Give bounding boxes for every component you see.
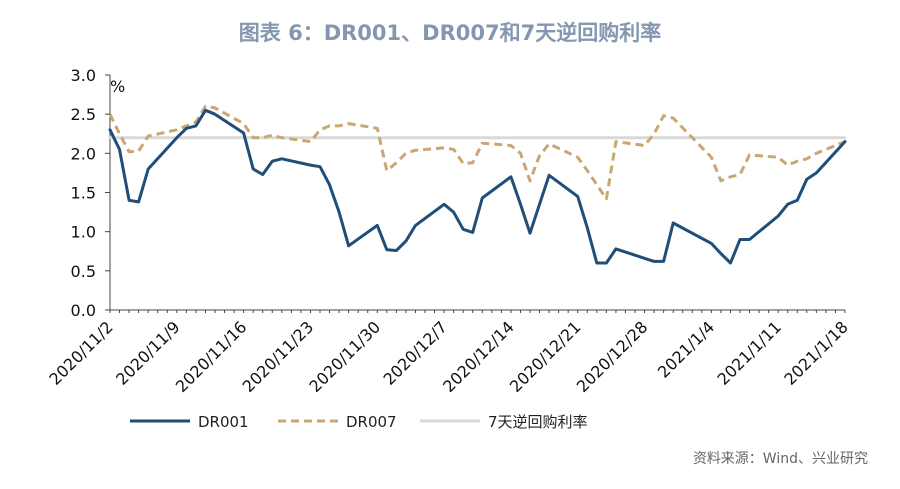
series-line-dr007 <box>108 104 846 201</box>
x-tick-label: 2021/1/11 <box>714 317 785 388</box>
legend-label: DR001 <box>198 413 249 431</box>
x-tick-label: 2020/11/9 <box>112 317 183 388</box>
x-tick-label: 2020/12/14 <box>439 317 518 396</box>
x-tick-label: 2021/1/18 <box>780 317 851 388</box>
legend-label: DR007 <box>346 413 397 431</box>
x-tick-label: 2020/11/2 <box>45 317 116 388</box>
y-tick-label: 0.5 <box>71 262 96 281</box>
y-tick-label: 0.0 <box>71 301 96 320</box>
legend-label: 7天逆回购利率 <box>488 413 588 431</box>
y-tick-label: 1.0 <box>71 223 96 242</box>
x-tick-label: 2020/12/28 <box>573 317 652 396</box>
x-tick-label: 2021/1/4 <box>654 317 718 381</box>
x-tick-label: 2020/12/21 <box>506 317 585 396</box>
legend: DR001 DR007 7天逆回购利率 <box>130 413 588 431</box>
y-tick-label: 3.0 <box>71 66 96 85</box>
x-tick-label: 2020/11/23 <box>239 317 318 396</box>
plot-area: 3.02.52.01.51.00.50.02020/11/22020/11/92… <box>45 66 851 396</box>
x-tick-label: 2020/12/7 <box>379 317 450 388</box>
x-tick-label: 2020/11/16 <box>172 317 251 396</box>
y-tick-label: 2.0 <box>71 144 96 163</box>
x-tick-label: 2020/11/30 <box>305 317 384 396</box>
y-tick-label: 2.5 <box>71 105 96 124</box>
source-note: 资料来源：Wind、兴业研究 <box>693 451 868 467</box>
chart-title: 图表 6：DR001、DR007和7天逆回购利率 <box>239 21 661 45</box>
y-unit-label: % <box>110 77 125 96</box>
series-line-dr001 <box>108 108 847 265</box>
y-tick-label: 1.5 <box>71 184 96 203</box>
